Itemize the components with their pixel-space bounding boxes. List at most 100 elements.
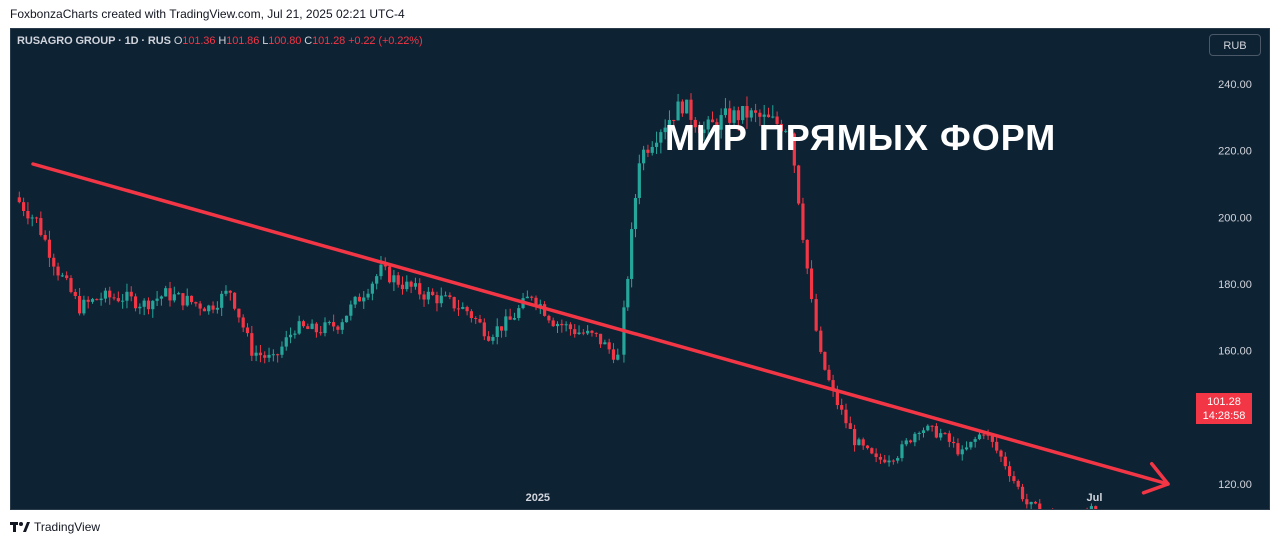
candle-body <box>263 355 267 358</box>
candle-body <box>258 352 263 356</box>
y-tick-label: 120.00 <box>1218 479 1252 491</box>
candle-body <box>710 119 715 123</box>
candle-body <box>482 322 486 337</box>
last-price-value: 101.28 <box>1207 396 1241 408</box>
candle-body <box>715 122 719 130</box>
x-tick-label: Jul <box>1087 492 1103 504</box>
candle-body <box>861 439 865 446</box>
candle-body <box>732 110 736 123</box>
candle-body <box>301 321 306 327</box>
candle-body <box>448 295 452 298</box>
candle-body <box>159 296 163 299</box>
candle-body <box>952 441 956 444</box>
candle-body <box>90 299 95 302</box>
candle-body <box>977 434 982 440</box>
candle-body <box>207 305 211 312</box>
candle-body <box>215 307 219 310</box>
candle-body <box>508 316 512 320</box>
candle-body <box>146 300 151 310</box>
y-tick-label: 200.00 <box>1218 212 1252 224</box>
candle-body <box>379 264 383 277</box>
candle-body <box>125 291 129 301</box>
candle-body <box>177 293 181 295</box>
candle-body <box>934 425 939 438</box>
candle-body <box>288 334 293 338</box>
footer-brand[interactable]: TradingView <box>10 520 100 534</box>
candle-body <box>538 304 542 306</box>
chart-area[interactable]: 240.00220.00200.00180.00160.00140.00120.… <box>10 28 1270 510</box>
candle-body <box>396 275 400 285</box>
candle-body <box>418 283 422 295</box>
candle-body <box>1089 506 1094 509</box>
candle-body <box>581 332 585 334</box>
candle-body <box>736 110 740 121</box>
y-tick-label: 160.00 <box>1218 346 1252 358</box>
candle-body <box>357 296 362 302</box>
candle-body <box>680 101 684 114</box>
candle-body <box>650 146 654 153</box>
candle-body <box>758 112 762 117</box>
candle-body <box>349 304 353 316</box>
x-tick-label: 2025 <box>526 492 550 504</box>
candle-body <box>56 266 60 276</box>
candle-body <box>1029 501 1033 505</box>
candle-body <box>336 326 340 330</box>
candle-body <box>917 433 921 435</box>
candle-body <box>469 311 473 319</box>
candle-body <box>133 296 138 309</box>
overlay-headline: МИР ПРЯМЫХ ФОРМ <box>665 117 1057 158</box>
candle-body <box>1012 476 1016 481</box>
candle-body <box>280 346 284 355</box>
candle-body <box>366 293 370 298</box>
candle-body <box>693 119 697 128</box>
candle-body <box>766 114 771 118</box>
candle-body <box>827 369 831 381</box>
candle-body <box>840 405 844 410</box>
candle-body <box>237 308 241 318</box>
candle-body <box>534 297 538 306</box>
close-label: C <box>304 35 313 47</box>
candle-body <box>598 333 603 345</box>
candle-body <box>431 291 435 296</box>
candle-body <box>435 295 439 304</box>
currency-button[interactable]: RUB <box>1209 34 1261 56</box>
candle-body <box>387 266 392 283</box>
candle-body <box>956 443 960 455</box>
candle-body <box>947 433 951 442</box>
candle-body <box>108 290 112 298</box>
candle-body <box>82 299 86 314</box>
candle-body <box>969 441 973 448</box>
candle-body <box>232 292 237 309</box>
candle-body <box>814 299 818 331</box>
candle-body <box>689 99 693 120</box>
candle-body <box>405 281 409 290</box>
candle-body <box>413 283 418 287</box>
candle-body <box>900 444 904 459</box>
candle-body <box>86 299 90 302</box>
candle-body <box>1033 501 1038 504</box>
candle-body <box>637 163 641 198</box>
candle-body <box>982 434 986 436</box>
candle-body <box>874 453 878 458</box>
high-value: 101.86 <box>226 35 260 47</box>
candle-body <box>616 354 620 360</box>
candle-body <box>181 293 185 306</box>
candle-body <box>409 281 413 287</box>
candle-body <box>753 110 758 113</box>
candlestick-chart[interactable]: 240.00220.00200.00180.00160.00140.00120.… <box>11 29 1269 509</box>
y-tick-label: 220.00 <box>1218 146 1252 158</box>
candle-body <box>314 323 318 333</box>
candle-body <box>788 130 792 134</box>
candle-body <box>986 434 990 436</box>
low-value: 100.80 <box>268 35 302 47</box>
candle-body <box>245 327 250 334</box>
candle-body <box>792 133 796 166</box>
candle-body <box>749 110 753 118</box>
candle-body <box>168 288 172 301</box>
candle-body <box>883 459 887 463</box>
candle-body <box>189 295 194 303</box>
candle-body <box>517 308 521 319</box>
candle-body <box>1003 456 1007 467</box>
last-price-tag: 101.28 14:28:58 <box>1196 393 1252 424</box>
candle-body <box>461 307 465 309</box>
